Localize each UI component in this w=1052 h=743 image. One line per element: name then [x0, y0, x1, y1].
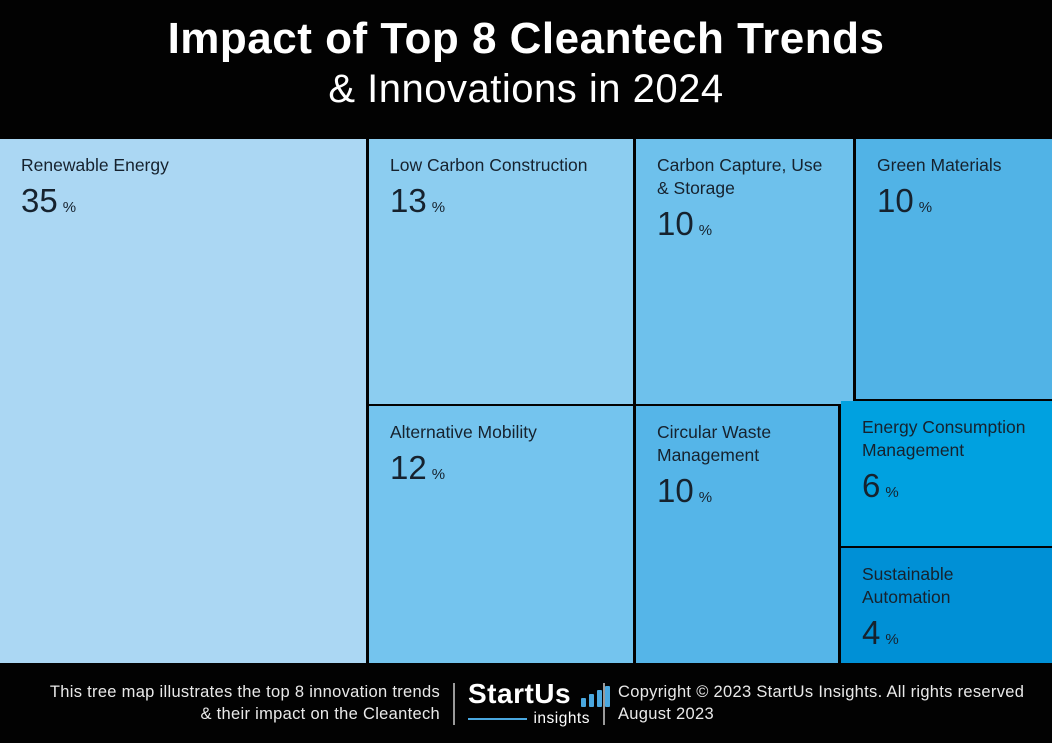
logo-top-row: StartUs: [468, 678, 611, 709]
footer-copyright: Copyright © 2023 StartUs Insights. All r…: [618, 682, 1024, 726]
header: Impact of Top 8 Cleantech Trends & Innov…: [0, 0, 1052, 137]
tile-label: Green Materials: [877, 155, 1002, 175]
tile-value-number: 13: [390, 182, 427, 220]
tile-value-unit: %: [885, 484, 899, 502]
tile-value-unit: %: [918, 199, 933, 217]
tile-value-number: 10: [877, 182, 914, 220]
startus-insights-logo: StartUs insights: [468, 678, 611, 728]
copyright-line2: August 2023: [618, 705, 714, 723]
footer-note-line2: & their impact on the Cleantech: [200, 705, 440, 723]
tile-label: Sustainable Automation: [862, 564, 954, 608]
tile-value-number: 35: [21, 182, 58, 220]
footer: This tree map illustrates the top 8 inno…: [0, 665, 1052, 743]
tile-value-number: 6: [862, 467, 881, 505]
copyright-line1: Copyright © 2023 StartUs Insights. All r…: [618, 683, 1025, 702]
tile-value-number: 10: [657, 205, 694, 243]
bar-chart-icon: [578, 686, 611, 707]
tile-value: 10%: [877, 182, 1034, 220]
footer-divider-right: [603, 683, 605, 725]
treemap-tile-circular-waste-management: Circular Waste Management 10%: [636, 406, 838, 663]
treemap-tile-renewable-energy: Renewable Energy 35%: [0, 139, 366, 663]
tile-label: Renewable Energy: [21, 155, 169, 175]
treemap-tile-alternative-mobility: Alternative Mobility 12%: [369, 406, 633, 663]
tile-value: 6%: [862, 467, 1034, 505]
tile-label: Alternative Mobility: [390, 422, 537, 442]
tile-label: Circular Waste Management: [657, 422, 772, 466]
footer-divider-left: [453, 683, 455, 725]
tile-value-number: 12: [390, 449, 427, 487]
tile-value-unit: %: [698, 489, 713, 507]
logo-wordmark: StartUs: [468, 678, 572, 709]
logo-underline: [468, 718, 528, 720]
tile-value: 4%: [862, 614, 1034, 652]
tile-value-unit: %: [431, 466, 446, 484]
tile-value: 10%: [657, 205, 835, 243]
tile-label: Low Carbon Construction: [390, 155, 588, 175]
tile-value-unit: %: [698, 222, 713, 240]
tile-value: 35%: [21, 182, 348, 220]
treemap-tile-low-carbon-construction: Low Carbon Construction 13%: [369, 139, 633, 404]
tile-value-unit: %: [431, 199, 446, 217]
tile-value-number: 4: [862, 614, 881, 652]
tile-label: Energy Consumption Management: [862, 417, 1026, 461]
page-title-line1: Impact of Top 8 Cleantech Trends: [167, 14, 885, 63]
footer-note: This tree map illustrates the top 8 inno…: [0, 682, 440, 726]
treemap-tile-energy-consumption-management: Energy Consumption Management 6%: [841, 401, 1052, 546]
treemap-tile-carbon-capture-use-storage: Carbon Capture, Use & Storage 10%: [636, 139, 853, 404]
tile-value-unit: %: [885, 631, 899, 649]
tile-label: Carbon Capture, Use & Storage: [657, 155, 823, 199]
tile-value: 12%: [390, 449, 615, 487]
footer-note-line1: This tree map illustrates the top 8 inno…: [49, 683, 440, 702]
logo-subtitle: insights: [533, 710, 590, 727]
treemap-tile-green-materials: Green Materials 10%: [856, 139, 1052, 399]
tile-value: 13%: [390, 182, 615, 220]
page-title-line2: & Innovations in 2024: [328, 66, 724, 111]
tile-value-number: 10: [657, 472, 694, 510]
tile-value: 10%: [657, 472, 820, 510]
treemap-tile-sustainable-automation: Sustainable Automation 4%: [841, 548, 1052, 663]
logo-bottom-row: insights: [468, 710, 590, 728]
tile-value-unit: %: [62, 199, 77, 217]
treemap-chart: Renewable Energy 35% Low Carbon Construc…: [0, 137, 1052, 665]
